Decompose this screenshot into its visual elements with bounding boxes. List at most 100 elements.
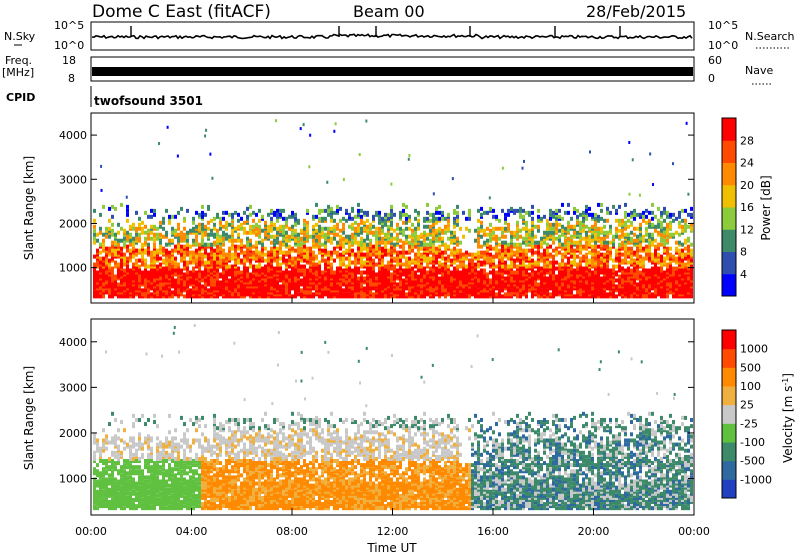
echo-cell <box>585 230 588 235</box>
echo-cell <box>537 224 540 229</box>
echo-cell <box>429 250 432 255</box>
echo-cell <box>357 254 360 259</box>
echo-cell <box>354 240 357 245</box>
echo-cell <box>123 252 126 257</box>
echo-cell <box>483 260 486 265</box>
echo-cell <box>663 256 666 261</box>
echo-cell <box>96 270 99 275</box>
echo-cell <box>504 292 507 297</box>
echo-cell <box>303 290 306 295</box>
echo-cell <box>420 270 423 275</box>
echo-cell <box>567 272 570 277</box>
echo-cell <box>579 226 582 231</box>
echo-cell <box>165 248 168 253</box>
echo-cell <box>147 270 150 275</box>
echo-cell <box>402 208 405 213</box>
echo-cell <box>633 266 636 271</box>
echo-cell <box>423 270 426 275</box>
echo-cell <box>120 286 123 291</box>
echo-cell <box>342 230 345 235</box>
echo-cell <box>624 202 627 207</box>
echo-cell <box>453 272 456 277</box>
echo-cell <box>327 278 330 283</box>
echo-cell <box>324 258 327 263</box>
echo-cell <box>330 240 333 245</box>
echo-cell <box>303 272 306 277</box>
echo-cell <box>591 212 594 217</box>
echo-cell <box>507 280 510 285</box>
echo-cell <box>621 270 624 275</box>
noise-panel-frame <box>90 21 695 51</box>
echo-cell <box>321 248 324 253</box>
echo-cell <box>456 210 459 215</box>
echo-cell <box>429 238 432 243</box>
echo-cell <box>405 234 408 239</box>
echo-cell <box>453 208 456 213</box>
echo-cell <box>246 240 249 245</box>
echo-cell <box>507 286 510 291</box>
echo-cell <box>111 228 114 233</box>
echo-cell <box>402 250 405 255</box>
echo-cell <box>165 208 168 213</box>
echo-cell <box>189 288 192 293</box>
echo-cell <box>186 246 189 251</box>
nave-ytick-top: 60 <box>708 54 722 67</box>
echo-cell <box>273 266 276 271</box>
echo-cell <box>165 230 168 235</box>
echo-cell <box>198 260 201 265</box>
echo-cell <box>414 244 417 249</box>
echo-cell <box>621 252 624 257</box>
echo-cell <box>657 286 660 291</box>
echo-cell <box>432 218 435 223</box>
echo-cell <box>390 266 393 271</box>
echo-cell <box>144 224 147 229</box>
echo-cell <box>291 210 294 215</box>
echo-cell <box>99 266 102 271</box>
echo-cell <box>360 230 363 235</box>
echo-cell <box>549 222 552 227</box>
echo-cell <box>357 222 360 227</box>
echo-cell <box>627 224 630 229</box>
echo-cell <box>258 270 261 275</box>
echo-cell <box>222 248 225 253</box>
echo-cell <box>462 274 465 279</box>
echo-cell <box>195 248 198 253</box>
echo-cell <box>372 224 375 229</box>
echo-cell <box>300 272 303 277</box>
echo-cell <box>600 216 603 221</box>
noise-trace <box>91 33 693 40</box>
echo-cell <box>264 258 267 263</box>
echo-cell <box>171 260 174 265</box>
echo-cell <box>630 246 633 251</box>
echo-cell <box>159 244 162 249</box>
echo-cell <box>618 228 621 233</box>
echo-cell <box>447 254 450 259</box>
echo-cell <box>540 276 543 281</box>
echo-cell <box>603 236 606 241</box>
echo-cell <box>213 278 216 283</box>
echo-cell <box>108 282 111 287</box>
echo-cell <box>228 238 231 243</box>
echo-cell <box>525 264 528 269</box>
echo-cell <box>162 234 165 239</box>
echo-cell <box>171 230 174 235</box>
echo-cell <box>639 244 642 249</box>
echo-cell <box>270 264 273 269</box>
echo-cell <box>111 274 114 279</box>
echo-cell <box>432 268 435 273</box>
echo-cell <box>663 294 666 299</box>
echo-cell <box>366 242 369 247</box>
echo-cell <box>663 230 666 235</box>
echo-cell <box>510 230 513 235</box>
echo-cell <box>294 222 297 227</box>
echo-cell <box>345 280 348 285</box>
echo-cell <box>429 272 432 277</box>
echo-cell <box>354 258 357 263</box>
noise-right-ylabel: N.Search <box>745 30 795 43</box>
echo-cell <box>144 280 147 285</box>
echo-cell <box>255 240 258 245</box>
echo-cell <box>558 208 561 213</box>
echo-cell <box>195 242 198 247</box>
echo-cell <box>432 284 435 289</box>
echo-cell <box>498 248 501 253</box>
